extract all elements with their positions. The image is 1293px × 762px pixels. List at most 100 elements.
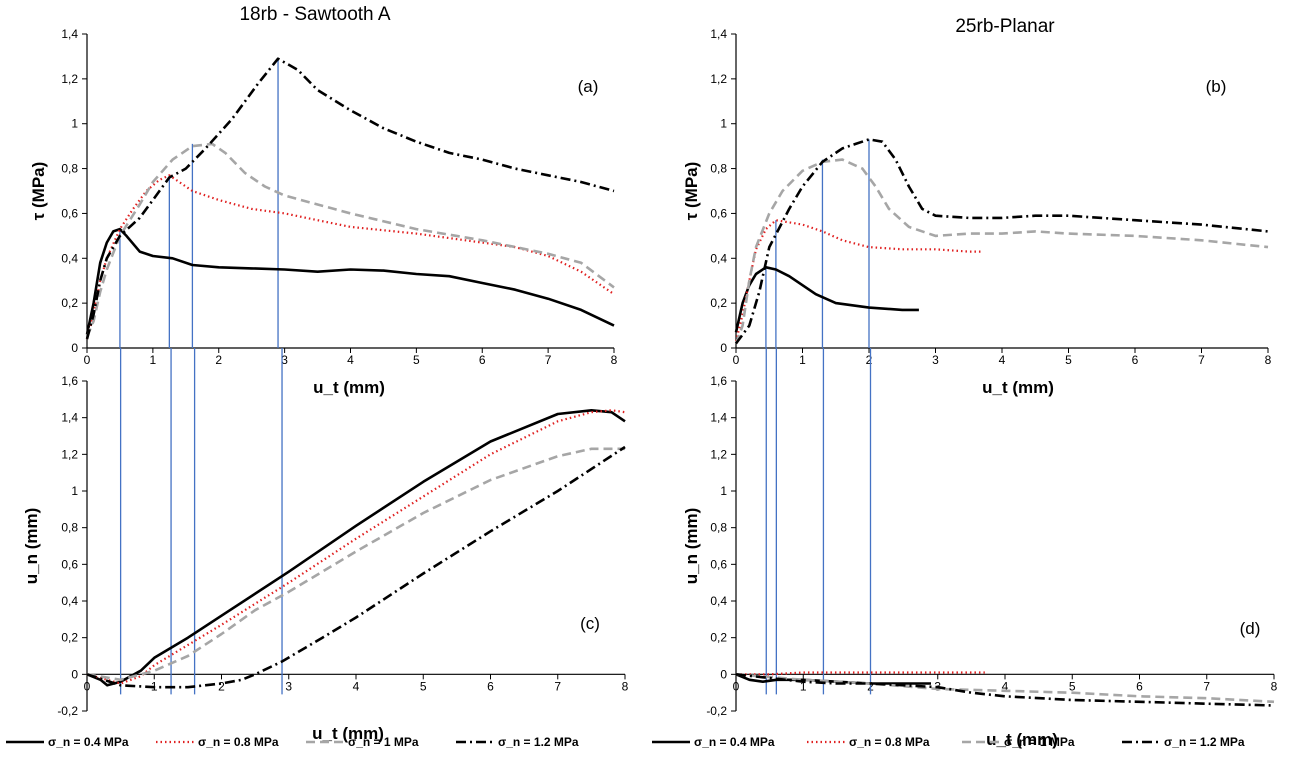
y-tick-label: 0,6	[710, 206, 727, 220]
y-tick-label: 1,4	[710, 411, 727, 425]
series-line	[736, 671, 985, 676]
y-tick-label: 0,2	[710, 631, 727, 645]
x-tick-label: 7	[1198, 353, 1205, 367]
x-tick-label: 1	[800, 679, 807, 693]
x-tick-label: 5	[420, 679, 427, 693]
x-tick-label: 1	[150, 353, 157, 367]
x-tick-label: 8	[1265, 353, 1272, 367]
y-tick-label: 1,6	[710, 374, 727, 388]
x-tick-label: 8	[611, 353, 618, 367]
y-tick-label: 1,2	[710, 72, 727, 86]
x-axis-label: u_t (mm)	[312, 724, 384, 743]
series-line	[86, 445, 626, 689]
y-tick-label: -0,2	[706, 704, 727, 718]
x-tick-label: 2	[215, 353, 222, 367]
panel-tag: (d)	[1240, 619, 1261, 638]
x-tick-label: 7	[1203, 679, 1210, 693]
legend-label: σ_n = 1.2 MPa	[498, 735, 579, 749]
x-tick-label: 6	[1136, 679, 1143, 693]
x-tick-label: 0	[84, 353, 91, 367]
chart-c: -0,2 0 0,2 0,4 0,6 0,8 1 1,2 1,4 1,6 0 1 2 3 4 5 6 7 8 u_t …	[22, 348, 629, 743]
legend-label: σ_n = 0.4 MPa	[48, 735, 129, 749]
x-tick-label: 4	[353, 679, 360, 693]
legend: σ_n = 0.4 MPa σ_n = 0.8 MPa σ_n = 1 MPa σ_n…	[652, 735, 1245, 749]
y-tick-label: 1,2	[61, 447, 78, 461]
chart-d: -0,2 0 0,2 0,4 0,6 0,8 1 1,2 1,4 1,6 0 1 2 3 4 5 6 7 8 u_t …	[682, 348, 1278, 749]
series-line	[85, 142, 615, 338]
series-line	[734, 265, 919, 333]
y-tick-label: -0,2	[57, 704, 78, 718]
y-tick-label: 0,2	[61, 296, 78, 310]
y-tick-label: 0,4	[61, 594, 78, 608]
y-tick-label: 0,4	[61, 251, 78, 265]
panel-tag: (a)	[578, 77, 599, 96]
legend-label: σ_n = 1.2 MPa	[1164, 735, 1245, 749]
y-tick-label: 0,6	[61, 557, 78, 571]
y-axis-label: u_n (mm)	[22, 508, 41, 585]
y-tick-label: 0,8	[61, 162, 78, 176]
x-tick-label: 3	[285, 679, 292, 693]
x-tick-label: 0	[733, 679, 740, 693]
legend-label: σ_n = 0.8 MPa	[849, 735, 930, 749]
y-tick-label: 0,6	[710, 557, 727, 571]
legend-label: σ_n = 0.8 MPa	[198, 735, 279, 749]
x-tick-label: 8	[622, 679, 629, 693]
y-tick-label: 0,2	[710, 296, 727, 310]
x-tick-label: 6	[479, 353, 486, 367]
series-line	[85, 227, 615, 335]
series-line	[85, 57, 615, 340]
x-tick-label: 3	[932, 353, 939, 367]
chart-b: 0 0,2 0,4 0,6 0,8 1 1,2 1,4 0 1 2 3 4 5 6 7 8 u_t (mm) τ (…	[682, 16, 1272, 397]
y-tick-label: 0,4	[710, 251, 727, 265]
x-tick-label: 4	[999, 353, 1006, 367]
x-tick-label: 3	[281, 353, 288, 367]
series-line	[86, 408, 626, 687]
x-tick-label: 7	[545, 353, 552, 367]
y-tick-label: 0	[720, 667, 727, 681]
y-axis-label: τ (MPa)	[682, 162, 701, 221]
chart-title: 18rb - Sawtooth A	[239, 4, 390, 25]
x-tick-label: 6	[1132, 353, 1139, 367]
x-tick-label: 7	[554, 679, 561, 693]
y-tick-label: 0,4	[710, 594, 727, 608]
y-axis-label: τ (MPa)	[29, 162, 48, 221]
y-tick-label: 1	[71, 484, 78, 498]
legend-label: σ_n = 0.4 MPa	[694, 735, 775, 749]
panel-tag: (c)	[580, 614, 600, 633]
series-line	[735, 673, 1275, 704]
x-tick-label: 4	[1002, 679, 1009, 693]
series-line	[734, 138, 1269, 345]
y-tick-label: 1,4	[710, 27, 727, 41]
y-tick-label: 1,2	[61, 72, 78, 86]
y-tick-label: 1,4	[61, 411, 78, 425]
x-tick-label: 0	[84, 679, 91, 693]
series-line	[85, 174, 615, 340]
y-tick-label: 0	[71, 341, 78, 355]
x-tick-label: 6	[487, 679, 494, 693]
y-axis-label: u_n (mm)	[682, 508, 701, 585]
x-tick-label: 4	[347, 353, 354, 367]
series-line	[86, 409, 626, 685]
y-tick-label: 1	[71, 117, 78, 131]
y-tick-label: 1,2	[710, 447, 727, 461]
y-tick-label: 0,8	[710, 162, 727, 176]
series-line	[734, 158, 1269, 344]
x-axis-label: u_t (mm)	[982, 378, 1054, 397]
legend-label: σ_n = 1 MPa	[348, 735, 419, 749]
x-tick-label: 0	[733, 353, 740, 367]
x-tick-label: 5	[1065, 353, 1072, 367]
legend-label: σ_n = 1 MPa	[1004, 735, 1075, 749]
y-tick-label: 0,6	[61, 206, 78, 220]
x-tick-label: 8	[1271, 679, 1278, 693]
y-tick-label: 0,8	[710, 521, 727, 535]
y-tick-label: 1	[720, 484, 727, 498]
series-line	[735, 673, 931, 685]
x-tick-label: 2	[218, 679, 225, 693]
series-line	[735, 673, 1275, 707]
y-tick-label: 1,4	[61, 27, 78, 41]
x-tick-label: 5	[1069, 679, 1076, 693]
x-axis-label: u_t (mm)	[986, 730, 1058, 749]
y-tick-label: 0	[71, 667, 78, 681]
